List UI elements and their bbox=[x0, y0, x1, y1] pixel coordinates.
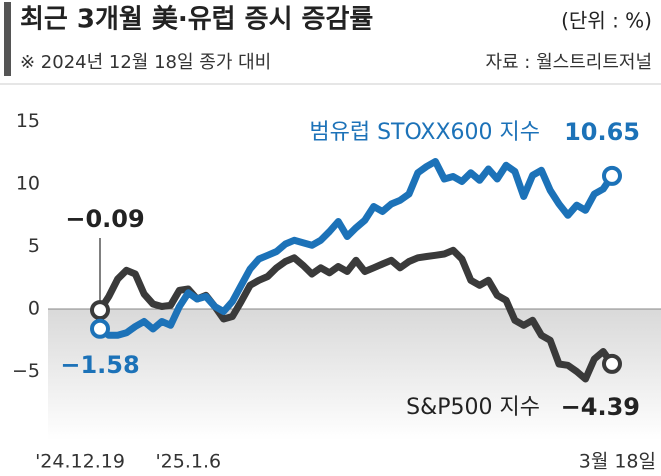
value-label: −0.09 bbox=[65, 205, 144, 233]
value-label: −1.58 bbox=[60, 351, 139, 379]
series-name: 범유럽 STOXX600 지수 bbox=[309, 120, 540, 145]
value-label: −4.39 bbox=[561, 393, 640, 421]
end-marker bbox=[90, 318, 110, 339]
title-bar bbox=[4, 2, 11, 76]
series-name: S&P500 지수 bbox=[406, 395, 540, 420]
y-tick-label: 5 bbox=[28, 235, 40, 257]
y-tick-label: 0 bbox=[28, 298, 40, 320]
x-tick-label: '25.1.6 bbox=[155, 451, 221, 473]
end-marker bbox=[602, 165, 622, 186]
series-line bbox=[96, 246, 616, 383]
unit: (단위 : %) bbox=[561, 9, 652, 33]
y-tick-label: 10 bbox=[16, 173, 40, 195]
source: 자료 : 월스트리트저널 bbox=[485, 52, 652, 73]
y-tick-label: −5 bbox=[12, 360, 40, 382]
value-label: 10.65 bbox=[564, 118, 640, 146]
x-tick-label: 3월 18일 bbox=[579, 451, 656, 473]
end-marker bbox=[602, 353, 622, 374]
end-marker bbox=[90, 300, 110, 321]
plot: 15 10 5 0 −5 '24.12.19 '25.1.6 3월 18일 −0.09 −4.39… bbox=[12, 110, 661, 473]
x-tick-label: '24.12.19 bbox=[35, 451, 125, 473]
series-line bbox=[96, 158, 616, 339]
y-tick-label: 15 bbox=[16, 110, 40, 132]
subtitle: ※ 2024년 12월 18일 종가 대비 bbox=[20, 52, 271, 73]
chart-title: 최근 3개월 美·유럽 증시 증감률 bbox=[20, 4, 373, 35]
